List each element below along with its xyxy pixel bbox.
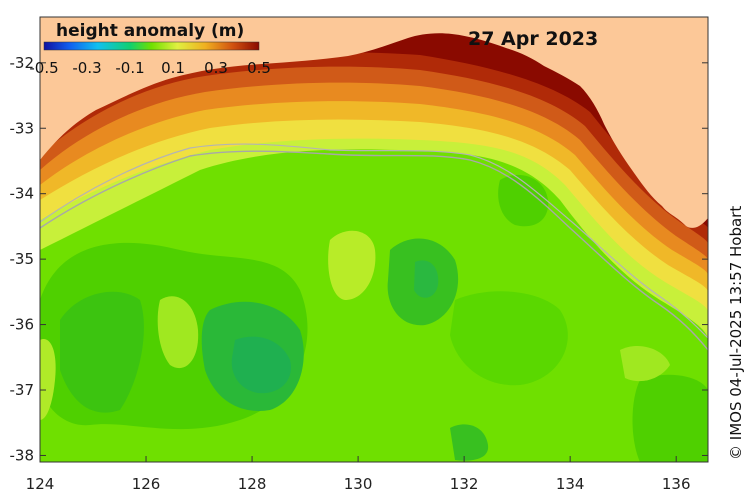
colorbar-tick-label: 0.5 xyxy=(247,59,271,77)
colorbar-tick-label: -0.1 xyxy=(115,59,144,77)
y-tick-label: -32 xyxy=(10,54,35,72)
anomaly-region xyxy=(450,291,568,386)
anomaly-region xyxy=(414,260,439,298)
x-tick-label: 126 xyxy=(132,475,161,493)
colorbar-tick-label: 0.1 xyxy=(161,59,185,77)
anomaly-band xyxy=(40,17,708,228)
anomaly-region xyxy=(498,174,549,227)
y-tick-label: -35 xyxy=(10,250,35,268)
colorbar-tick-labels: -0.5 -0.3 -0.1 0.1 0.3 0.5 xyxy=(29,59,271,77)
colorbar-tick-label: -0.5 xyxy=(29,59,58,77)
x-axis: 124 126 128 130 132 134 136 xyxy=(26,456,691,493)
y-tick-label: -38 xyxy=(10,446,35,464)
anomaly-region xyxy=(450,424,489,461)
bathymetry-contour xyxy=(40,150,708,351)
map-title: height anomaly (m) xyxy=(56,21,244,41)
anomaly-region xyxy=(620,345,670,382)
map-date: 27 Apr 2023 xyxy=(468,28,598,50)
anomaly-region xyxy=(157,296,199,369)
y-tick-label: -37 xyxy=(10,381,35,399)
anomaly-region xyxy=(328,230,376,300)
colorbar xyxy=(43,41,260,51)
y-tick-label: -36 xyxy=(10,316,35,334)
x-tick-label: 132 xyxy=(450,475,479,493)
colorbar-tick-label: 0.3 xyxy=(204,59,228,77)
anomaly-region xyxy=(632,374,708,462)
x-tick-label: 128 xyxy=(238,475,267,493)
y-tick-label: -34 xyxy=(10,185,35,203)
bathymetry-contour xyxy=(40,143,708,339)
colorbar-tick-label: -0.3 xyxy=(72,59,101,77)
y-tick-label: -33 xyxy=(10,119,35,137)
plot-frame xyxy=(39,16,709,463)
x-tick-label: 124 xyxy=(26,475,55,493)
x-tick-label: 130 xyxy=(344,475,373,493)
x-tick-label: 136 xyxy=(662,475,691,493)
y-axis: -32 -33 -34 -35 -36 -37 -38 xyxy=(10,54,708,464)
anomaly-region xyxy=(231,336,291,394)
land-mass xyxy=(40,17,708,228)
anomaly-region xyxy=(40,339,56,420)
imos-credit: © IMOS 04-Jul-2025 13:57 Hobart xyxy=(727,206,745,460)
x-tick-label: 134 xyxy=(556,475,585,493)
anomaly-region xyxy=(60,291,144,413)
